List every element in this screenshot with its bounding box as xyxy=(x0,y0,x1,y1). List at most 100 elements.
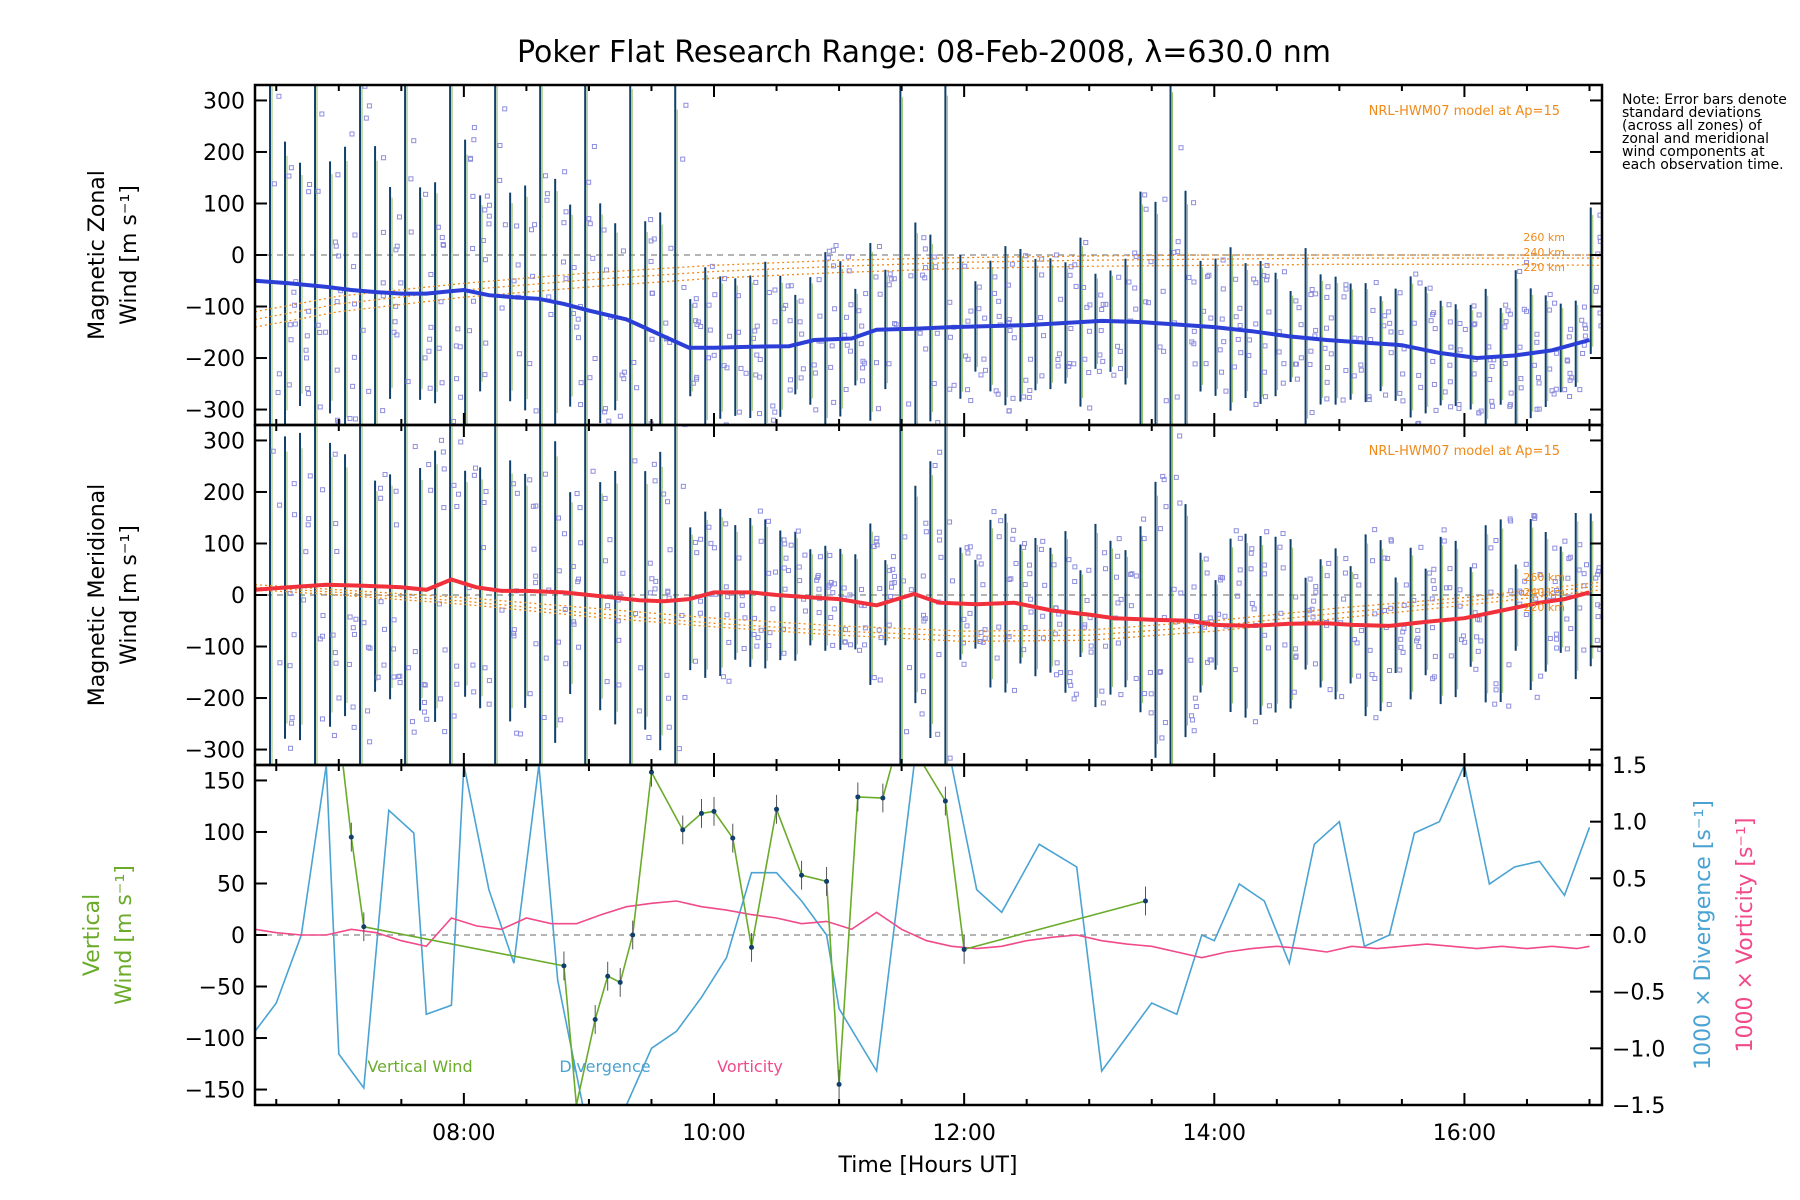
meridional-scatter-marker xyxy=(1148,691,1154,697)
meridional-scatter-marker xyxy=(758,538,764,544)
meridional-scatter-marker xyxy=(1448,653,1454,659)
zonal-scatter-marker xyxy=(350,383,356,389)
meridional-scatter-marker xyxy=(1534,694,1540,700)
zonal-scatter-marker xyxy=(1246,352,1252,358)
zonal-scatter-marker xyxy=(1071,361,1077,367)
zonal-scatter-marker xyxy=(842,332,848,338)
meridional-scatter-marker xyxy=(1072,578,1078,584)
meridional-scatter-marker xyxy=(1576,567,1582,573)
meridional-scatter-marker xyxy=(1218,574,1224,580)
y2-tick-label: 0.5 xyxy=(1612,867,1647,892)
meridional-scatter-marker xyxy=(742,615,748,621)
zonal-scatter-marker xyxy=(650,290,656,296)
y2-tick-label: −0.5 xyxy=(1612,981,1665,1006)
zonal-scatter-marker xyxy=(1096,368,1102,374)
meridional-scatter-marker xyxy=(692,539,698,545)
meridional-scatter-marker xyxy=(765,518,771,524)
zonal-scatter-marker xyxy=(1039,256,1045,262)
zonal-scatter-marker xyxy=(816,277,822,283)
meridional-scatter-marker xyxy=(1237,535,1243,541)
meridional-scatter-marker xyxy=(1581,571,1587,577)
meridional-scatter-marker xyxy=(802,552,808,558)
zonal-scatter-marker xyxy=(873,360,879,366)
meridional-scatter-marker xyxy=(317,636,323,642)
meridional-scatter-marker xyxy=(1103,643,1109,649)
zonal-scatter-marker xyxy=(1313,327,1319,333)
zonal-scatter-marker xyxy=(426,348,432,354)
zonal-scatter-marker xyxy=(1562,387,1568,393)
meridional-scatter-marker xyxy=(682,694,688,700)
zonal-scatter-marker xyxy=(863,291,869,297)
meridional-scatter-marker xyxy=(319,378,323,382)
zonal-scatter-marker xyxy=(1416,372,1422,378)
meridional-scatter-marker xyxy=(1277,544,1283,550)
meridional-scatter-marker xyxy=(825,584,831,590)
meridional-scatter-marker xyxy=(967,544,973,550)
zonal-scatter-marker xyxy=(1357,336,1363,342)
meridional-scatter-marker xyxy=(1432,653,1438,659)
zonal-scatter-marker xyxy=(1161,348,1167,354)
meridional-scatter-marker xyxy=(451,482,457,488)
zonal-scatter-marker xyxy=(830,247,836,253)
zonal-scatter-marker xyxy=(1583,325,1589,331)
zonal-scatter-marker xyxy=(483,340,489,346)
zonal-scatter-marker xyxy=(468,156,474,162)
zonal-scatter-marker xyxy=(1201,308,1207,314)
vertical-wind-point xyxy=(799,872,805,878)
zonal-scatter-marker xyxy=(859,323,865,329)
zonal-scatter-marker xyxy=(544,197,550,203)
meridional-scatter-marker xyxy=(471,472,477,478)
meridional-scatter-marker xyxy=(967,610,973,616)
meridional-scatter-marker xyxy=(1595,614,1601,620)
zonal-scatter-marker xyxy=(351,264,357,270)
meridional-scatter-marker xyxy=(1553,636,1559,642)
zonal-scatter-marker xyxy=(1352,335,1358,341)
meridional-scatter-marker xyxy=(292,512,298,518)
zonal-scatter-marker xyxy=(315,322,321,328)
zonal-scatter-marker xyxy=(1081,284,1087,290)
zonal-scatter-marker xyxy=(276,371,282,377)
zonal-scatter-marker xyxy=(648,238,654,244)
zonal-scatter-marker xyxy=(1343,368,1349,374)
zonal-scatter-marker xyxy=(1237,322,1243,328)
meridional-scatter-marker xyxy=(1203,556,1209,562)
meridional-scatter-marker xyxy=(1237,567,1243,573)
zonal-scatter-marker xyxy=(1217,347,1223,353)
meridional-scatter-marker xyxy=(592,317,596,321)
meridional-scatter-marker xyxy=(1054,672,1060,678)
zonal-scatter-marker xyxy=(1055,363,1061,369)
zonal-scatter-marker xyxy=(1054,252,1060,258)
zonal-scatter-marker xyxy=(317,329,323,335)
zonal-scatter-marker xyxy=(1133,253,1139,259)
zonal-scatter-marker xyxy=(968,398,974,404)
meridional-scatter-marker xyxy=(1190,717,1196,723)
meridional-scatter-marker xyxy=(830,642,836,648)
zonal-scatter-marker xyxy=(888,276,894,282)
zonal-scatter-marker xyxy=(844,342,850,348)
x-tick-label: 08:00 xyxy=(432,1121,495,1146)
zonal-scatter-marker xyxy=(996,298,1002,304)
meridional-scatter-marker xyxy=(1133,675,1139,681)
meridional-scatter-marker xyxy=(301,597,307,603)
zonal-scatter-marker xyxy=(757,357,763,363)
zonal-scatter-marker xyxy=(1264,277,1270,283)
meridional-scatter-marker xyxy=(890,566,896,572)
zonal-scatter-marker xyxy=(394,243,400,249)
zonal-scatter-marker xyxy=(1567,370,1573,376)
zonal-scatter-marker xyxy=(875,406,881,412)
zonal-scatter-marker xyxy=(1503,319,1509,325)
zonal-scatter-marker xyxy=(1324,325,1330,331)
meridional-scatter-marker xyxy=(527,477,533,483)
zonal-scatter-marker xyxy=(516,351,522,357)
meridional-scatter-marker xyxy=(902,778,906,782)
zonal-scatter-marker xyxy=(754,323,760,329)
zonal-scatter-marker xyxy=(469,443,473,447)
meridional-scatter-marker xyxy=(741,645,747,651)
zonal-scatter-marker xyxy=(907,453,911,457)
zonal-scatter-marker xyxy=(578,380,584,386)
zonal-scatter-marker xyxy=(1309,410,1315,416)
meridional-scatter-marker xyxy=(589,861,593,865)
zonal-scatter-marker xyxy=(1100,301,1106,307)
meridional-scatter-marker xyxy=(442,729,448,735)
zonal-scatter-marker xyxy=(783,302,789,308)
